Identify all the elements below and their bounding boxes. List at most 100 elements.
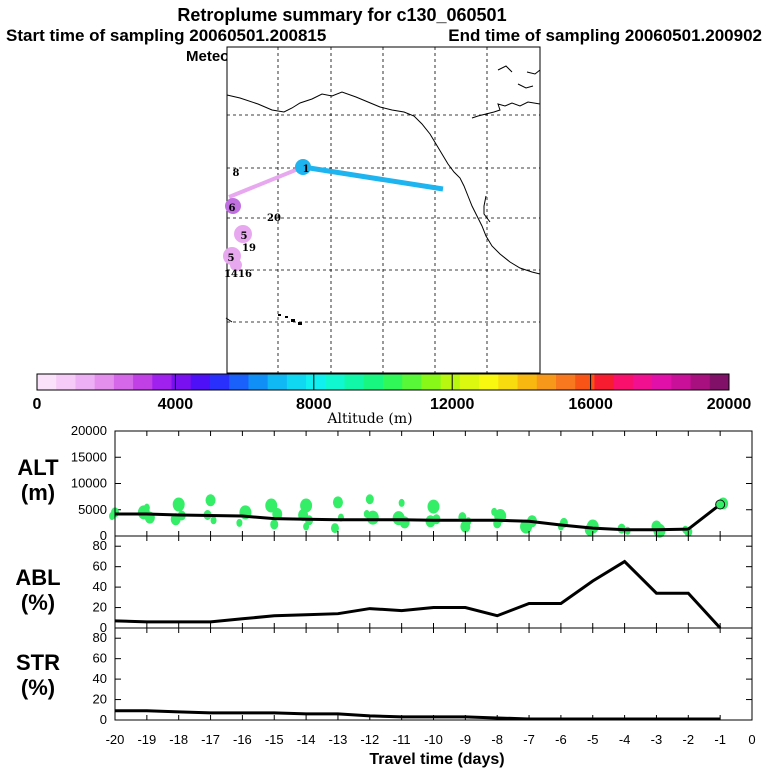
colorbar-cell bbox=[306, 374, 326, 390]
x-tick-label: -15 bbox=[265, 732, 284, 747]
map-panel: 1 6 5 5 8 20 19 1416 bbox=[223, 46, 541, 374]
colorbar-tick-label: 12000 bbox=[430, 396, 475, 413]
alt-ylabel-line2: (m) bbox=[21, 480, 55, 505]
colorbar-tick-label: 16000 bbox=[568, 396, 613, 413]
alt-last-point bbox=[715, 499, 726, 510]
colorbar-cell bbox=[248, 374, 269, 390]
x-axis-label: Travel time (days) bbox=[369, 751, 504, 768]
alt-scatter-point bbox=[265, 498, 278, 513]
x-tick-label: -6 bbox=[555, 732, 567, 747]
colorbar-cell bbox=[594, 374, 615, 390]
y-tick-label: 20 bbox=[93, 692, 107, 707]
alt-scatter-point bbox=[172, 497, 185, 512]
map-islands bbox=[278, 314, 302, 325]
marker-label-20: 20 bbox=[267, 213, 281, 224]
alt-scatter-point bbox=[491, 507, 498, 516]
panel-frame bbox=[114, 535, 753, 629]
alt-scatter-point bbox=[586, 519, 599, 534]
colorbar-cell bbox=[286, 374, 307, 390]
colorbar-cells bbox=[37, 374, 730, 390]
marker-label-5b: 5 bbox=[228, 253, 235, 264]
str-ylabel-line1: STR bbox=[16, 650, 60, 675]
x-tick-label: -20 bbox=[106, 732, 125, 747]
colorbar-cell bbox=[498, 374, 519, 390]
colorbar-tick-label: 8000 bbox=[296, 396, 332, 413]
colorbar-cell bbox=[479, 374, 499, 390]
colorbar-cell bbox=[210, 374, 230, 390]
colorbar-cell bbox=[344, 374, 365, 390]
alt-median-line bbox=[115, 503, 722, 532]
alt-panel: ALT (m) 0 5000 10000 15000 20000 bbox=[17, 423, 752, 543]
colorbar-cell bbox=[171, 374, 192, 390]
alt-scatter-point bbox=[270, 519, 279, 530]
colorbar-cell bbox=[652, 374, 672, 390]
colorbar-cell bbox=[575, 374, 595, 390]
y-tick-label: 80 bbox=[93, 538, 107, 553]
marker-label-6: 6 bbox=[229, 203, 236, 214]
panel-frames bbox=[114, 430, 753, 721]
y-tick-label: 10000 bbox=[71, 476, 107, 491]
colorbar-cell bbox=[75, 374, 96, 390]
map-coastline bbox=[225, 65, 541, 323]
colorbar-cell bbox=[709, 374, 730, 390]
colorbar-cell bbox=[556, 374, 576, 390]
x-tick-label: -2 bbox=[683, 732, 695, 747]
abl-line bbox=[114, 559, 722, 630]
y-tick-label: 40 bbox=[93, 671, 107, 686]
colorbar-ticks: 0 4000 8000 12000 16000 20000 bbox=[33, 374, 751, 413]
x-tick-label: -14 bbox=[297, 732, 316, 747]
marker-label-19: 19 bbox=[242, 243, 256, 254]
plume-marker-1 bbox=[295, 159, 311, 175]
title-line-1: Retroplume summary for c130_060501 bbox=[177, 5, 506, 25]
y-tick-label: 5000 bbox=[78, 502, 107, 517]
marker-label-8: 8 bbox=[233, 168, 240, 179]
alt-scatter-point bbox=[460, 520, 471, 533]
y-tick-label: 20 bbox=[93, 600, 107, 615]
x-tick-label: -4 bbox=[619, 732, 631, 747]
x-tick-label: -19 bbox=[137, 732, 156, 747]
alt-scatter-point bbox=[332, 496, 343, 509]
colorbar-cell bbox=[94, 374, 115, 390]
x-tick-label: -9 bbox=[460, 732, 472, 747]
x-tick-label: -16 bbox=[233, 732, 252, 747]
title-start-time: Start time of sampling 20060501.200815 bbox=[6, 26, 326, 45]
colorbar-cell bbox=[440, 374, 461, 390]
x-tick-label: -12 bbox=[360, 732, 379, 747]
y-tick-label: 0 bbox=[100, 620, 107, 635]
colorbar-cell bbox=[632, 374, 653, 390]
x-tick-label: -10 bbox=[424, 732, 443, 747]
title-end-time: End time of sampling 20060501.200902 bbox=[448, 26, 762, 45]
y-tick-label: 60 bbox=[93, 651, 107, 666]
alt-scatter-point bbox=[210, 516, 217, 525]
alt-scatter-point bbox=[427, 499, 440, 514]
abl-panel: ABL (%) 0 20 40 60 80 bbox=[15, 538, 752, 635]
str-y-ticks: 0 20 40 60 80 bbox=[93, 630, 752, 727]
alt-scatter-point bbox=[520, 519, 533, 534]
plume-marker-small bbox=[230, 259, 242, 271]
colorbar-cell bbox=[690, 374, 711, 390]
plume-path-pink bbox=[228, 165, 304, 199]
plume-marker-6 bbox=[225, 198, 241, 214]
colorbar-cell bbox=[56, 374, 76, 390]
x-tick-label: -7 bbox=[523, 732, 535, 747]
abl-ylabel-line2: (%) bbox=[21, 590, 55, 615]
alt-scatter-point bbox=[363, 509, 370, 518]
str-line bbox=[115, 709, 721, 721]
colorbar-cell bbox=[133, 374, 153, 390]
colorbar-cell bbox=[190, 374, 211, 390]
marker-label-1416: 1416 bbox=[224, 269, 252, 280]
colorbar-cell bbox=[363, 374, 384, 390]
colorbar-tick-label: 0 bbox=[33, 396, 42, 413]
colorbar-cell bbox=[325, 374, 346, 390]
x-tick-label: -5 bbox=[587, 732, 599, 747]
alt-scatter-point bbox=[300, 498, 313, 513]
y-tick-label: 80 bbox=[93, 630, 107, 645]
alt-y-ticks: 0 5000 10000 15000 20000 bbox=[71, 423, 752, 543]
y-tick-label: 0 bbox=[100, 528, 107, 543]
x-tick-label: -18 bbox=[169, 732, 188, 747]
x-tick-label: 0 bbox=[748, 732, 755, 747]
colorbar-cell bbox=[383, 374, 403, 390]
y-tick-label: 60 bbox=[93, 559, 107, 574]
x-tick-label: -1 bbox=[714, 732, 726, 747]
